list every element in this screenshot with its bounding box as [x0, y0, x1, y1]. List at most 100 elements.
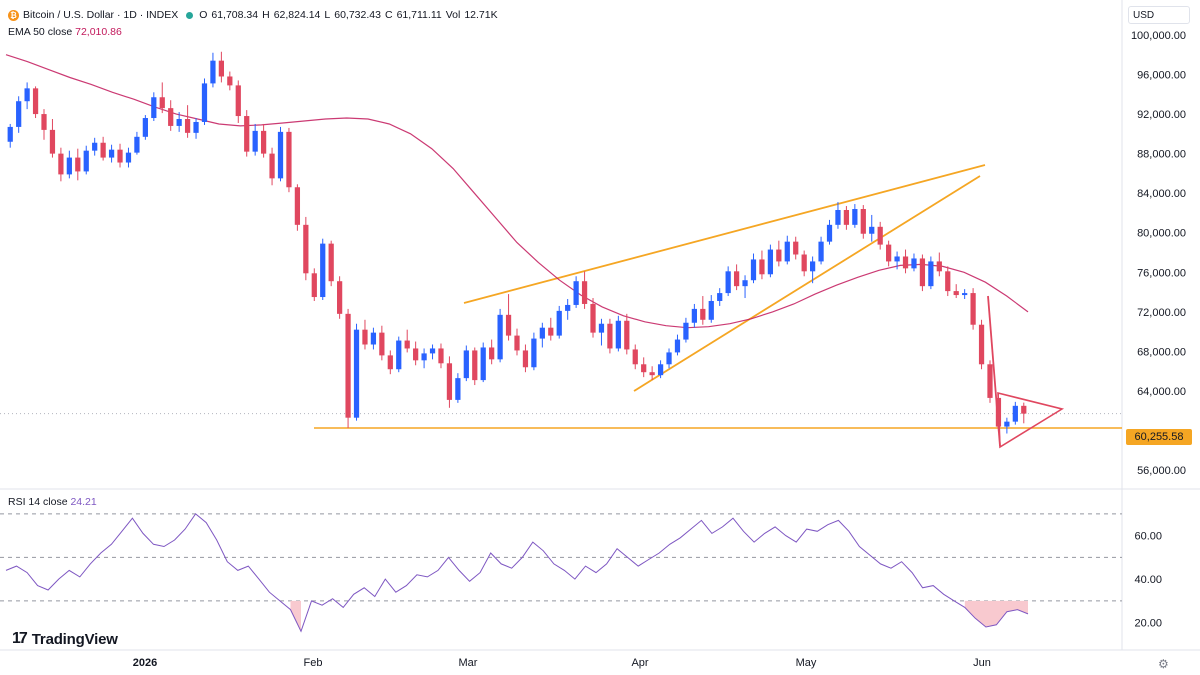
candle-body: [260, 130, 267, 154]
candle-body: [691, 308, 697, 323]
gear-icon[interactable]: ⚙: [1158, 657, 1169, 671]
candle-body: [860, 209, 866, 234]
candle-body: [970, 293, 976, 325]
candle-body: [624, 320, 630, 350]
time-tick-label: May: [796, 657, 817, 669]
candle-body: [429, 348, 436, 354]
rsi-layer: [0, 513, 1122, 633]
symbol-header[interactable]: ₿ Bitcoin / U.S. Dollar · 1D · INDEX O 61…: [8, 9, 498, 21]
candle-body: [134, 136, 140, 153]
candle-body: [193, 121, 199, 133]
candle-body: [286, 131, 292, 188]
candle-body: [294, 187, 301, 225]
candle-body: [843, 210, 850, 225]
candle-body: [277, 131, 284, 179]
candle-body: [480, 347, 486, 381]
currency-selector[interactable]: USD: [1128, 6, 1190, 24]
candle-body: [396, 340, 402, 370]
candle-body: [24, 88, 30, 102]
vol-value: 12.71K: [464, 9, 498, 21]
pattern-layer: [987, 295, 1065, 449]
candle-body: [826, 224, 833, 242]
ema-legend[interactable]: EMA 50 close 72,010.86: [8, 26, 122, 38]
candle-body: [337, 281, 343, 314]
candle-body: [125, 152, 132, 163]
candle-body: [962, 293, 968, 296]
candle-body: [100, 142, 106, 158]
candle-body: [953, 291, 959, 296]
candle-body: [83, 150, 89, 172]
tradingview-logo-icon: 17: [12, 630, 28, 647]
candle-body: [767, 249, 774, 275]
rsi-legend[interactable]: RSI 14 close 24.21: [8, 496, 97, 508]
tradingview-logo[interactable]: 17 TradingView: [12, 630, 118, 648]
vol-key: Vol: [445, 9, 461, 21]
ema-layer: [5, 54, 1029, 329]
wedge-lower-trendline: [633, 175, 981, 392]
time-tick-label: Apr: [631, 657, 648, 669]
candle-body: [514, 335, 520, 351]
ema-value: 72,010.86: [75, 26, 122, 38]
time-tick-label: Mar: [459, 657, 478, 669]
candle-body: [505, 314, 512, 336]
candle-body: [869, 226, 875, 234]
candle-body: [717, 293, 723, 301]
candle-body: [58, 153, 64, 175]
candle-body: [320, 243, 326, 298]
candle-body: [818, 241, 824, 262]
candle-body: [978, 324, 985, 365]
time-tick-label: Feb: [304, 657, 323, 669]
logo-text: TradingView: [31, 630, 118, 648]
open-key: O: [199, 9, 208, 21]
candle-body: [159, 97, 165, 109]
candle-body: [531, 338, 537, 368]
candle-body: [708, 300, 714, 320]
candle-body: [810, 261, 816, 272]
candle-body: [590, 303, 596, 333]
candle-body: [16, 101, 22, 127]
candle-body: [750, 259, 757, 281]
candle-body: [328, 243, 334, 282]
high-value: 62,824.14: [273, 9, 321, 21]
candle-body: [548, 327, 554, 336]
candle-body: [92, 142, 98, 151]
candle-body: [928, 261, 934, 287]
candle-body: [413, 348, 419, 361]
open-value: 61,708.34: [211, 9, 259, 21]
price-tick-label: 96,000.00: [1137, 70, 1186, 82]
price-tick-label: 92,000.00: [1137, 109, 1186, 121]
candle-body: [269, 153, 275, 179]
time-tick-label: 2026: [133, 657, 157, 669]
candle-body: [581, 281, 588, 304]
candle-body: [657, 364, 664, 376]
rsi-value: 24.21: [70, 496, 97, 508]
candle-body: [759, 259, 765, 275]
candle-layer: [7, 51, 1027, 434]
axis-layer: 100,000.00 96,000.00 92,000.00 88,000.00 84,…: [133, 30, 1186, 669]
symbol-title: Bitcoin / U.S. Dollar · 1D · INDEX: [23, 9, 179, 21]
candle-body: [615, 320, 621, 349]
candle-body: [607, 323, 613, 349]
candle-body: [911, 258, 917, 269]
candle-body: [463, 350, 469, 379]
candle-body: [252, 130, 258, 152]
candle-body: [700, 308, 706, 320]
candle-body: [455, 378, 461, 400]
candle-body: [725, 271, 731, 294]
wedge-upper-trendline: [463, 164, 986, 304]
candle-body: [987, 364, 993, 398]
candle-body: [666, 352, 672, 365]
candle-body: [945, 271, 951, 292]
candle-body: [573, 281, 579, 305]
candle-body: [936, 261, 942, 272]
ema-label: EMA 50 close: [8, 26, 73, 38]
candle-body: [852, 209, 858, 225]
candle-body: [41, 114, 47, 130]
price-tick-label: 84,000.00: [1137, 188, 1186, 200]
candle-body: [556, 310, 562, 336]
candle-body: [674, 339, 681, 353]
candle-body: [1004, 421, 1010, 427]
candle-body: [210, 60, 216, 84]
candle-body: [201, 83, 208, 122]
